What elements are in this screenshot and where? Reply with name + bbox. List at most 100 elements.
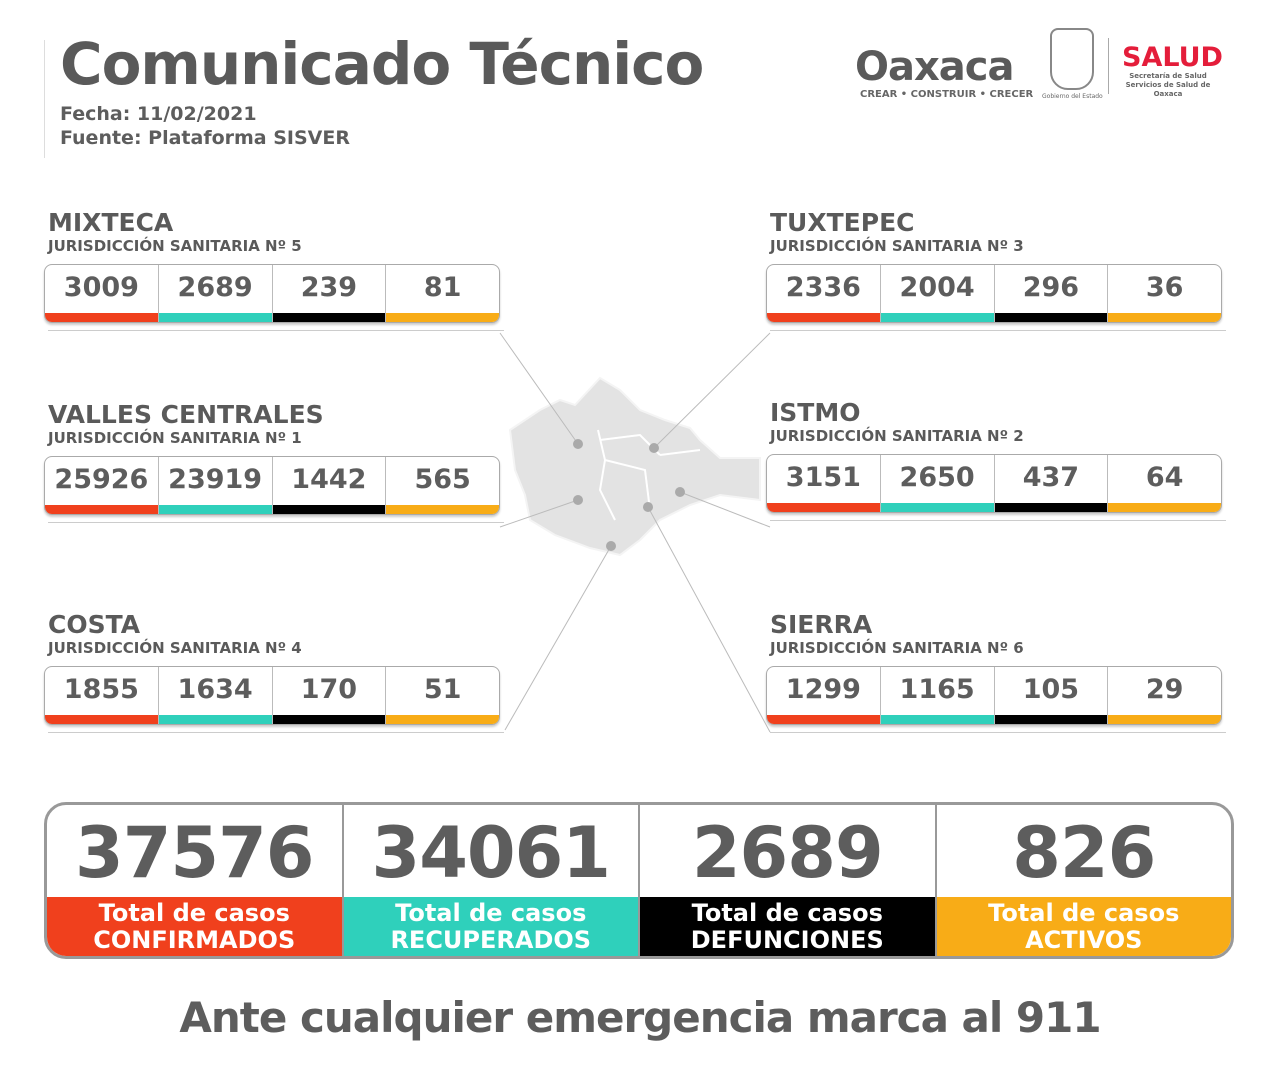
total-value: 34061 bbox=[371, 812, 611, 894]
region-costa: COSTA JURISDICCIÓN SANITARIA Nº 4 1855 16… bbox=[44, 610, 504, 733]
color-bar bbox=[272, 505, 386, 514]
region-stats: 1855 1634 170 51 bbox=[44, 666, 500, 725]
color-bar bbox=[386, 313, 499, 322]
header-divider bbox=[44, 40, 45, 158]
total-label: Total de casos ACTIVOS bbox=[936, 897, 1231, 956]
region-underline bbox=[48, 732, 504, 733]
region-value-confirmados: 1855 bbox=[45, 667, 159, 724]
region-stats: 3009 2689 239 81 bbox=[44, 264, 500, 323]
total-value: 2689 bbox=[691, 812, 884, 894]
region-subtitle: JURISDICCIÓN SANITARIA Nº 6 bbox=[770, 639, 1024, 657]
color-bar bbox=[45, 313, 158, 322]
region-value-activos: 565 bbox=[386, 457, 499, 514]
total-confirmados: 37576 Total de casos CONFIRMADOS bbox=[47, 805, 344, 956]
total-label: Total de casos RECUPERADOS bbox=[343, 897, 638, 956]
region-value-recuperados: 1165 bbox=[880, 667, 995, 724]
color-bar bbox=[45, 715, 158, 724]
region-stats: 25926 23919 1442 565 bbox=[44, 456, 500, 515]
color-bar bbox=[880, 313, 994, 322]
state-seal-icon bbox=[1050, 28, 1094, 90]
region-value-recuperados: 1634 bbox=[158, 667, 273, 724]
region-name: COSTA bbox=[48, 610, 141, 639]
region-value-confirmados: 3009 bbox=[45, 265, 159, 322]
color-bar bbox=[386, 505, 499, 514]
color-bar bbox=[994, 313, 1108, 322]
source-label: Fuente: Plataforma SISVER bbox=[60, 127, 350, 149]
region-value-activos: 51 bbox=[386, 667, 499, 724]
color-bar bbox=[1108, 503, 1221, 512]
region-value-recuperados: 2650 bbox=[880, 455, 995, 512]
oaxaca-logo: Oaxaca bbox=[855, 44, 1014, 90]
region-underline bbox=[48, 330, 504, 331]
region-value-confirmados: 25926 bbox=[45, 457, 159, 514]
salud-sub2: Servicios de Salud de Oaxaca bbox=[1125, 81, 1211, 98]
region-value-defunciones: 239 bbox=[272, 265, 387, 322]
totals-panel: 37576 Total de casos CONFIRMADOS 34061 Tota… bbox=[44, 802, 1234, 959]
region-subtitle: JURISDICCIÓN SANITARIA Nº 4 bbox=[48, 639, 302, 657]
salud-subtitle: Secretaría de Salud Servicios de Salud de… bbox=[1117, 72, 1219, 99]
color-bar bbox=[880, 715, 994, 724]
logo-divider bbox=[1108, 38, 1109, 94]
oaxaca-tagline: CREAR • CONSTRUIR • CRECER bbox=[860, 89, 1034, 100]
region-stats: 1299 1165 105 29 bbox=[766, 666, 1222, 725]
total-defunciones: 2689 Total de casos DEFUNCIONES bbox=[640, 805, 937, 956]
color-bar bbox=[45, 505, 158, 514]
region-value-confirmados: 1299 bbox=[767, 667, 881, 724]
connector-lines bbox=[499, 332, 771, 733]
region-value-defunciones: 1442 bbox=[272, 457, 387, 514]
color-bar bbox=[767, 313, 880, 322]
color-bar bbox=[994, 715, 1108, 724]
color-bar bbox=[158, 715, 272, 724]
region-mixteca: MIXTECA JURISDICCIÓN SANITARIA Nº 5 3009… bbox=[44, 208, 504, 331]
salud-logo: SALUD bbox=[1122, 42, 1223, 73]
region-subtitle: JURISDICCIÓN SANITARIA Nº 1 bbox=[48, 429, 302, 447]
region-value-activos: 81 bbox=[386, 265, 499, 322]
emergency-footer: Ante cualquier emergencia marca al 911 bbox=[179, 993, 1101, 1042]
total-label: Total de casos CONFIRMADOS bbox=[47, 897, 342, 956]
region-stats: 3151 2650 437 64 bbox=[766, 454, 1222, 513]
total-activos: 826 Total de casos ACTIVOS bbox=[936, 805, 1231, 956]
color-bar bbox=[994, 503, 1108, 512]
region-subtitle: JURISDICCIÓN SANITARIA Nº 3 bbox=[770, 237, 1024, 255]
gobierno-label: Gobierno del Estado bbox=[1042, 93, 1103, 100]
region-value-activos: 36 bbox=[1108, 265, 1221, 322]
region-value-activos: 29 bbox=[1108, 667, 1221, 724]
region-value-defunciones: 105 bbox=[994, 667, 1109, 724]
region-underline bbox=[770, 732, 1226, 733]
region-subtitle: JURISDICCIÓN SANITARIA Nº 2 bbox=[770, 427, 1024, 445]
salud-sub1: Secretaría de Salud bbox=[1129, 72, 1207, 80]
region-valles-centrales: VALLES CENTRALES JURISDICCIÓN SANITARIA … bbox=[44, 400, 504, 523]
region-name: VALLES CENTRALES bbox=[48, 400, 324, 429]
region-name: ISTMO bbox=[770, 398, 861, 427]
region-istmo: ISTMO JURISDICCIÓN SANITARIA Nº 2 3151 26… bbox=[766, 398, 1226, 521]
region-underline bbox=[770, 520, 1226, 521]
region-value-defunciones: 296 bbox=[994, 265, 1109, 322]
region-underline bbox=[48, 522, 504, 523]
color-bar bbox=[1108, 715, 1221, 724]
region-name: MIXTECA bbox=[48, 208, 174, 237]
color-bar bbox=[272, 715, 386, 724]
page-title: Comunicado Técnico bbox=[60, 30, 704, 98]
region-sierra: SIERRA JURISDICCIÓN SANITARIA Nº 6 1299 1… bbox=[766, 610, 1226, 733]
color-bar bbox=[1108, 313, 1221, 322]
color-bar bbox=[767, 715, 880, 724]
region-name: TUXTEPEC bbox=[770, 208, 915, 237]
total-label: Total de casos DEFUNCIONES bbox=[640, 897, 935, 956]
region-value-recuperados: 2004 bbox=[880, 265, 995, 322]
region-value-defunciones: 437 bbox=[994, 455, 1109, 512]
region-underline bbox=[770, 330, 1226, 331]
color-bar bbox=[272, 313, 386, 322]
color-bar bbox=[880, 503, 994, 512]
region-subtitle: JURISDICCIÓN SANITARIA Nº 5 bbox=[48, 237, 302, 255]
region-value-activos: 64 bbox=[1108, 455, 1221, 512]
color-bar bbox=[158, 313, 272, 322]
color-bar bbox=[158, 505, 272, 514]
region-stats: 2336 2004 296 36 bbox=[766, 264, 1222, 323]
total-recuperados: 34061 Total de casos RECUPERADOS bbox=[343, 805, 640, 956]
region-name: SIERRA bbox=[770, 610, 873, 639]
region-value-confirmados: 2336 bbox=[767, 265, 881, 322]
total-value: 37576 bbox=[74, 812, 315, 894]
region-value-confirmados: 3151 bbox=[767, 455, 881, 512]
region-value-recuperados: 2689 bbox=[158, 265, 273, 322]
